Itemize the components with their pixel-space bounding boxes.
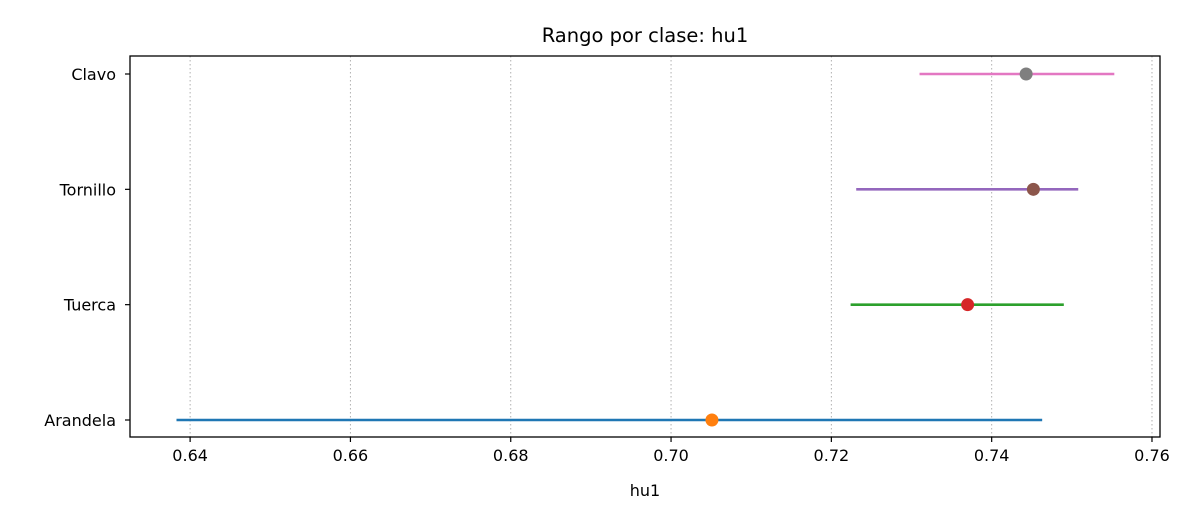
center-point (961, 298, 975, 312)
series-group (176, 67, 1115, 427)
center-point (705, 413, 719, 427)
y-tick-label: Tornillo (59, 180, 116, 199)
center-point (1026, 182, 1040, 196)
x-tick-label: 0.68 (493, 446, 529, 465)
y-tick-label: Tuerca (63, 296, 116, 315)
chart-title: Rango por clase: hu1 (542, 24, 749, 47)
y-tick-label: Arandela (44, 411, 116, 430)
x-axis-label: hu1 (630, 481, 660, 500)
x-tick-label: 0.74 (974, 446, 1010, 465)
y-axis-ticks: Arandela Tuerca Tornillo Clavo (44, 65, 130, 430)
x-tick-label: 0.66 (333, 446, 369, 465)
x-axis-ticks: 0.64 0.66 0.68 0.70 0.72 0.74 0.76 (172, 437, 1170, 465)
x-tick-label: 0.76 (1134, 446, 1170, 465)
x-tick-label: 0.70 (653, 446, 689, 465)
plot-frame (129, 55, 1161, 438)
grid-lines (189, 56, 1153, 437)
x-tick-label: 0.64 (172, 446, 208, 465)
y-tick-label: Clavo (71, 65, 116, 84)
x-tick-label: 0.72 (814, 446, 850, 465)
center-point (1019, 67, 1033, 81)
